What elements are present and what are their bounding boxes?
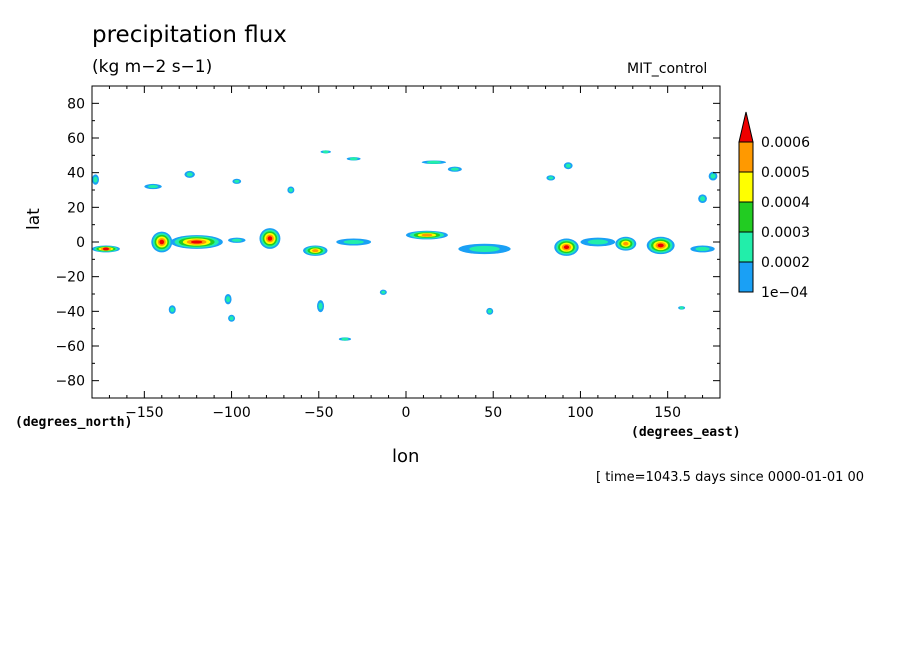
- contour-feature-34-level-1: [679, 306, 684, 310]
- contour-feature-25-level-1: [700, 196, 706, 202]
- contour-feature-0-level-5: [102, 247, 110, 251]
- colorbar-segment: [738, 141, 754, 173]
- contour-feature-31-level-1: [341, 337, 349, 341]
- experiment-label: MIT_control: [627, 61, 708, 77]
- contour-fields: [92, 150, 718, 341]
- y-axis-units: (degrees_north): [15, 415, 133, 430]
- contour-feature-9-level-1: [343, 239, 364, 245]
- contour-feature-33-level-1: [487, 309, 492, 314]
- contour-feature-16-level-1: [234, 179, 240, 183]
- x-tick-label: 100: [567, 405, 594, 421]
- contour-feature-10-level-1: [469, 245, 500, 252]
- contour-feature-6-level-5: [563, 245, 570, 250]
- contour-feature-26-level-1: [93, 176, 98, 183]
- y-tick-label: −20: [55, 270, 85, 286]
- chart-title: precipitation flux: [92, 22, 287, 48]
- contour-feature-29-level-1: [229, 316, 234, 321]
- y-tick-label: 60: [67, 131, 85, 147]
- colorbar-extend-arrow: [738, 111, 754, 143]
- x-axis-units: (degrees_east): [631, 425, 741, 440]
- contour-feature-4-level-4: [312, 249, 319, 253]
- contour-feature-13-level-1: [231, 238, 242, 242]
- x-tick-label: −150: [125, 405, 163, 421]
- contour-feature-15-level-1: [186, 172, 193, 177]
- x-tick-label: 150: [654, 405, 681, 421]
- contour-feature-18-level-1: [322, 150, 329, 154]
- y-tick-label: −60: [55, 339, 85, 355]
- contour-feature-32-level-1: [381, 290, 386, 294]
- contour-feature-28-level-1: [226, 296, 231, 303]
- contour-feature-27-level-1: [170, 307, 175, 313]
- y-tick-label: 40: [67, 166, 85, 182]
- x-tick-label: 0: [402, 405, 411, 421]
- contour-feature-23-level-1: [565, 163, 571, 168]
- contour-feature-7-level-4: [623, 241, 629, 246]
- x-tick-label: −100: [212, 405, 250, 421]
- chart-units: (kg m−2 s−1): [92, 57, 213, 77]
- contour-feature-14-level-1: [147, 185, 159, 189]
- colorbar-label: 1e−04: [761, 285, 808, 301]
- y-tick-label: −80: [55, 374, 85, 390]
- y-tick-label: 20: [67, 200, 85, 216]
- x-axis-label: lon: [392, 446, 420, 467]
- contour-feature-12-level-1: [695, 246, 710, 251]
- colorbar-label: 0.0002: [761, 255, 810, 271]
- time-label: [ time=1043.5 days since 0000-01-01 00: [596, 470, 865, 485]
- contour-feature-1-level-5: [159, 239, 165, 245]
- colorbar-segment: [738, 261, 754, 293]
- contour-feature-5-level-4: [421, 233, 433, 237]
- contour-feature-11-level-1: [587, 239, 609, 245]
- y-tick-label: 80: [67, 96, 85, 112]
- contour-feature-20-level-1: [426, 160, 442, 164]
- x-tick-label: 50: [484, 405, 502, 421]
- contour-feature-21-level-1: [450, 167, 459, 171]
- colorbar-segment: [738, 171, 754, 203]
- contour-feature-19-level-1: [349, 157, 358, 161]
- contour-feature-22-level-1: [548, 176, 554, 180]
- contour-feature-8-level-5: [657, 243, 664, 248]
- colorbar-segment: [738, 231, 754, 263]
- colorbar-label: 0.0006: [761, 135, 810, 151]
- contour-feature-24-level-1: [710, 173, 716, 179]
- contour-feature-30-level-1: [318, 302, 323, 310]
- contour-feature-3-level-5: [267, 236, 273, 241]
- colorbar-label: 0.0005: [761, 165, 810, 181]
- y-tick-label: 0: [76, 235, 85, 251]
- contour-feature-2-level-5: [190, 240, 203, 244]
- x-tick-label: −50: [304, 405, 334, 421]
- colorbar-label: 0.0003: [761, 225, 810, 241]
- colorbar-segment: [738, 201, 754, 233]
- y-tick-label: −40: [55, 304, 85, 320]
- contour-feature-17-level-1: [288, 187, 293, 193]
- colorbar-label: 0.0004: [761, 195, 810, 211]
